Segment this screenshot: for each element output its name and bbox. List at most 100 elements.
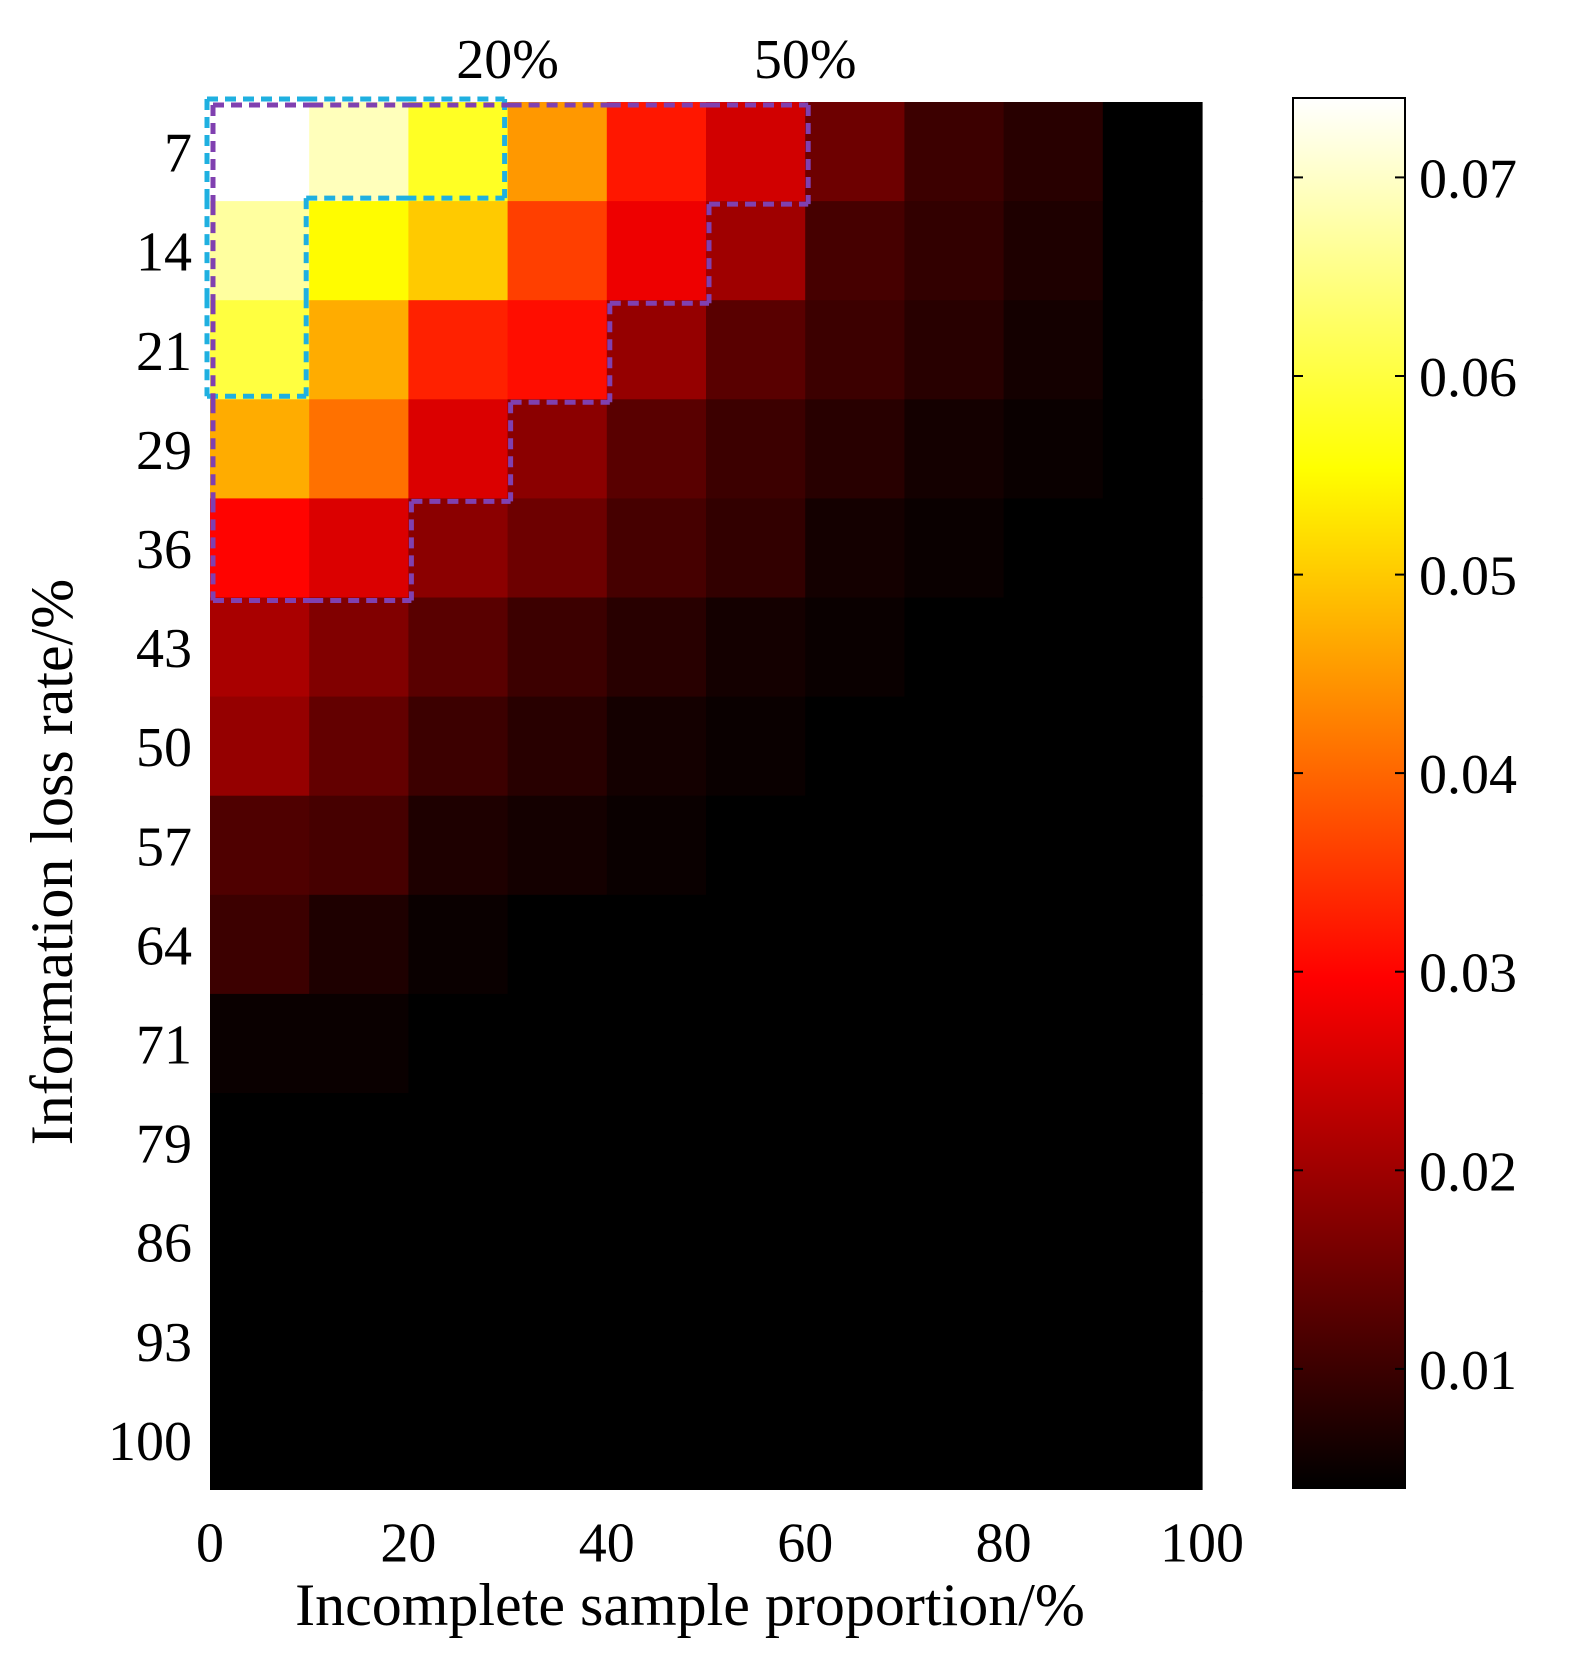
heatmap-cell [309,498,409,599]
heatmap-cell [1102,1192,1203,1292]
heatmap-cell [904,894,1005,995]
heatmap-cell [1102,201,1203,301]
heatmap-cell [309,1390,409,1490]
heatmap-cell [210,399,310,499]
heatmap-cell [210,300,310,400]
x-tick-label: 0 [196,1512,224,1574]
heatmap-cell [904,1390,1005,1490]
x-tick-label: 40 [579,1512,635,1574]
heatmap-cell [706,399,806,499]
y-tick-label: 43 [136,618,192,680]
heatmap-cell [309,696,409,797]
heatmap-cell [408,795,509,896]
heatmap-cell [507,102,608,202]
heatmap-cell [805,696,905,797]
heatmap-cell [606,1192,707,1292]
heatmap-cell [507,1093,608,1193]
colorbar-tick-label: 0.01 [1419,1340,1517,1402]
heatmap-cell [408,1291,509,1391]
heatmap-cell [408,201,509,301]
heatmap-cell [1003,1390,1104,1490]
heatmap-cell [904,498,1005,599]
heatmap-cell [210,201,310,301]
heatmap-cell [309,1093,409,1193]
y-tick-label: 21 [136,321,192,383]
heatmap-cell [904,102,1005,202]
heatmap-cell [805,399,905,499]
heatmap-cell [904,696,1005,797]
heatmap-cell [309,894,409,995]
heatmap-cell [408,696,509,797]
heatmap-cell [1102,894,1203,995]
heatmap-cell [210,1192,310,1292]
heatmap-cell [706,1192,806,1292]
heatmap-cell [706,300,806,400]
heatmap-cell [210,597,310,698]
heatmap-cell [309,1291,409,1391]
x-axis-title: Incomplete sample proportion/% [295,1572,1085,1638]
heatmap-cell [1003,1192,1104,1292]
heatmap-cell [1003,300,1104,400]
y-tick-label: 29 [136,420,192,482]
y-axis-title: Information loss rate/% [19,579,85,1146]
heatmap-cell [706,498,806,599]
x-tick-label: 100 [1160,1512,1244,1574]
heatmap-cell [706,696,806,797]
heatmap-cell [507,696,608,797]
heatmap-cell [408,894,509,995]
y-tick-label: 50 [136,717,192,779]
heatmap-cell [904,1192,1005,1292]
x-tick-label: 80 [976,1512,1032,1574]
heatmap-cell [1003,1291,1104,1391]
colorbar-tick-label: 0.04 [1419,744,1517,806]
heatmap-cell [309,300,409,400]
y-tick-label: 57 [136,816,192,878]
heatmap-cell [1102,696,1203,797]
heatmap-cell [706,795,806,896]
heatmap-cell [408,597,509,698]
heatmap-cell [507,399,608,499]
heatmap-cell [309,399,409,499]
heatmap-cell [210,795,310,896]
colorbar-ticks: 0.01 0.02 0.03 0.04 0.05 0.06 0.07 [1293,148,1517,1402]
y-tick-label: 71 [136,1014,192,1076]
heatmap-cell [606,993,707,1094]
heatmap-cell [805,1390,905,1490]
heatmap-cell [1102,1291,1203,1391]
annotation-label: 20% [456,29,559,91]
heatmap-cell [408,1390,509,1490]
heatmap-cell [408,993,509,1094]
heatmap-cell [805,597,905,698]
heatmap-cell [904,597,1005,698]
heatmap-cell [408,1093,509,1193]
heatmap-cell [1102,399,1203,499]
heatmap-cell [210,1390,310,1490]
heatmap-cell [606,201,707,301]
colorbar-tick-label: 0.07 [1419,148,1517,210]
heatmap-cell [904,795,1005,896]
heatmap-cell [408,498,509,599]
heatmap-cell [1003,201,1104,301]
heatmap-cell [1102,1390,1203,1490]
heatmap-cell [706,993,806,1094]
heatmap-cell [309,201,409,301]
heatmap-cell [1003,399,1104,499]
heatmap-cell [309,102,409,202]
heatmap-cell [904,300,1005,400]
colorbar-tick-label: 0.06 [1419,347,1517,409]
heatmap-cell [507,1291,608,1391]
heatmap-cell [1102,993,1203,1094]
heatmap-cell [408,300,509,400]
heatmap-cell [904,1291,1005,1391]
y-tick-label: 79 [136,1114,192,1176]
heatmap-cell [606,696,707,797]
heatmap-cell [309,1192,409,1292]
heatmap-cell [805,102,905,202]
heatmap-cell [210,993,310,1094]
heatmap-cell [904,1093,1005,1193]
heatmap-cell [1003,993,1104,1094]
heatmap-cell [507,201,608,301]
heatmap-cell [507,597,608,698]
heatmap-cell [606,1093,707,1193]
